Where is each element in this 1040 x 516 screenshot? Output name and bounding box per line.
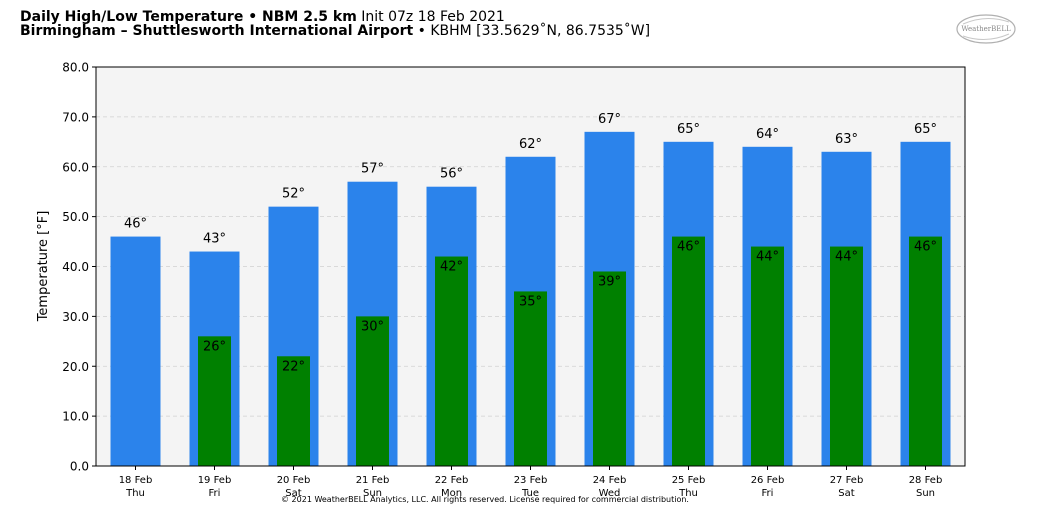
- y-tick-label: 40.0: [62, 260, 89, 274]
- high-temp-label: 65°: [914, 122, 937, 137]
- x-tick-date: 26 Feb: [751, 475, 785, 486]
- logo-text: WeatherBELL: [961, 25, 1011, 33]
- high-temp-label: 64°: [756, 127, 779, 142]
- x-tick-date: 27 Feb: [830, 475, 864, 486]
- high-temp-label: 63°: [835, 132, 858, 147]
- y-tick-label: 50.0: [62, 210, 89, 224]
- x-tick-date: 23 Feb: [514, 475, 548, 486]
- low-temp-bar: [277, 356, 310, 466]
- location-coords: • KBHM [33.5629˚N, 86.7535˚W]: [417, 23, 651, 39]
- x-tick-date: 18 Feb: [119, 475, 153, 486]
- y-tick-label: 70.0: [62, 110, 89, 124]
- location-line: Birmingham – Shuttlesworth International…: [20, 23, 650, 39]
- low-temp-label: 46°: [914, 240, 937, 255]
- y-tick-label: 10.0: [62, 410, 89, 424]
- low-temp-bar: [672, 236, 705, 466]
- low-temp-bar: [435, 256, 468, 466]
- low-temp-bar: [830, 246, 863, 466]
- high-temp-label: 57°: [361, 162, 384, 177]
- chart-title: Daily High/Low Temperature • NBM 2.5 km …: [20, 9, 505, 25]
- x-tick-date: 28 Feb: [909, 475, 943, 486]
- x-tick-day: Wed: [599, 488, 621, 499]
- low-temp-label: 30°: [361, 319, 384, 334]
- low-temp-bar: [514, 291, 547, 466]
- bars: [110, 131, 951, 467]
- low-temp-label: 26°: [203, 339, 226, 354]
- title-bold: Daily High/Low Temperature • NBM 2.5 km: [20, 9, 357, 25]
- high-temp-bar: [110, 236, 161, 466]
- y-tick-label: 0.0: [70, 460, 89, 474]
- y-tick-label: 30.0: [62, 310, 89, 324]
- high-temp-label: 43°: [203, 232, 226, 247]
- x-tick-day: Fri: [209, 488, 221, 499]
- location-name: Birmingham – Shuttlesworth International…: [20, 23, 414, 39]
- high-temp-label: 46°: [124, 217, 147, 232]
- x-tick-date: 25 Feb: [672, 475, 706, 486]
- x-tick-day: Sat: [285, 488, 301, 499]
- low-temp-label: 22°: [282, 359, 305, 374]
- x-tick-day: Tue: [521, 488, 539, 499]
- low-temp-label: 35°: [519, 294, 542, 309]
- high-temp-label: 56°: [440, 167, 463, 182]
- y-tick-label: 60.0: [62, 160, 89, 174]
- x-tick-day: Sat: [838, 488, 854, 499]
- x-tick-date: 22 Feb: [435, 475, 469, 486]
- high-temp-label: 67°: [598, 112, 621, 127]
- title-init: Init 07z 18 Feb 2021: [361, 9, 505, 25]
- low-temp-bar: [593, 271, 626, 466]
- x-tick-day: Fri: [762, 488, 774, 499]
- low-temp-label: 44°: [835, 250, 858, 265]
- low-temp-label: 44°: [756, 250, 779, 265]
- low-temp-bar: [751, 246, 784, 466]
- x-axis: 18 Feb Thu 19 Feb Fri 20 Feb Sat 21 Feb Sun 22 F…: [119, 466, 943, 499]
- low-temp-label: 39°: [598, 274, 621, 289]
- low-temp-bar: [198, 336, 231, 466]
- high-temp-label: 52°: [282, 187, 305, 202]
- y-tick-label: 80.0: [62, 61, 89, 75]
- low-temp-label: 42°: [440, 260, 463, 275]
- high-temp-label: 65°: [677, 122, 700, 137]
- x-tick-day: Sun: [916, 488, 935, 499]
- x-tick-date: 20 Feb: [277, 475, 311, 486]
- high-temp-label: 62°: [519, 137, 542, 152]
- y-axis: 0.0 10.0 20.0 30.0 40.0 50.0 60.0 70.0 80.0: [62, 61, 96, 474]
- low-temp-bar: [356, 316, 389, 466]
- y-axis-label: Temperature [°F]: [36, 211, 51, 323]
- bar-labels: 46° 43° 52° 57° 56° 62° 67° 65° 64° 63° 65° 26° 22° 3…: [124, 112, 937, 374]
- x-tick-day: Thu: [125, 488, 145, 499]
- weatherbell-logo: WeatherBELL: [956, 14, 1016, 44]
- low-temp-label: 46°: [677, 240, 700, 255]
- low-temp-bar: [909, 236, 942, 466]
- x-tick-date: 24 Feb: [593, 475, 627, 486]
- x-tick-day: Sun: [363, 488, 382, 499]
- copyright-notice: © 2021 WeatherBELL Analytics, LLC. All r…: [281, 495, 689, 504]
- x-tick-date: 19 Feb: [198, 475, 232, 486]
- x-tick-day: Thu: [678, 488, 698, 499]
- y-tick-label: 20.0: [62, 360, 89, 374]
- x-tick-date: 21 Feb: [356, 475, 390, 486]
- x-tick-day: Mon: [441, 488, 462, 499]
